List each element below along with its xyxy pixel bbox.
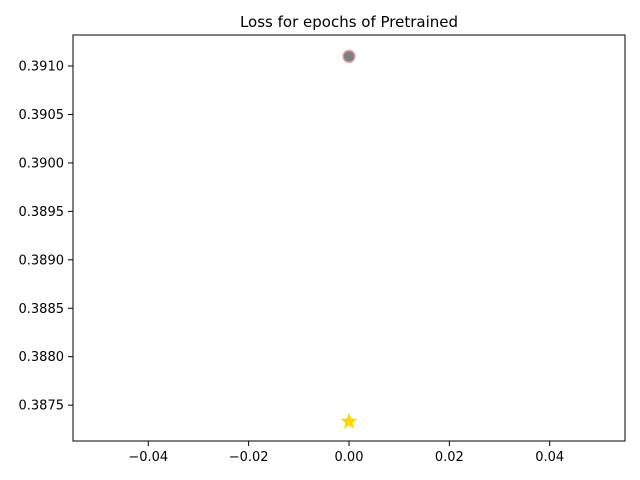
y-tick-label: 0.3885 <box>19 302 65 317</box>
data-point-circle <box>342 49 356 64</box>
data-point-star <box>340 412 358 429</box>
y-tick-label: 0.3905 <box>19 108 65 123</box>
x-tick-label: −0.02 <box>229 450 269 465</box>
y-tick-label: 0.3890 <box>19 253 65 268</box>
plot-area <box>340 49 358 429</box>
x-tick-label: 0.00 <box>335 450 364 465</box>
x-tick-label: 0.02 <box>435 450 464 465</box>
x-tick-label: −0.04 <box>128 450 168 465</box>
axes: −0.04 −0.02 0.00 0.02 0.04 0.3875 0.3880 0.3885… <box>19 34 626 465</box>
x-tick-label: 0.04 <box>535 450 564 465</box>
y-tick-label: 0.3880 <box>19 350 65 365</box>
chart-title: Loss for epochs of Pretrained <box>240 13 458 31</box>
y-tick-label: 0.3875 <box>19 399 65 414</box>
y-tick-label: 0.3900 <box>19 156 65 171</box>
y-tick-label: 0.3895 <box>19 205 65 220</box>
y-tick-label: 0.3910 <box>19 60 65 75</box>
